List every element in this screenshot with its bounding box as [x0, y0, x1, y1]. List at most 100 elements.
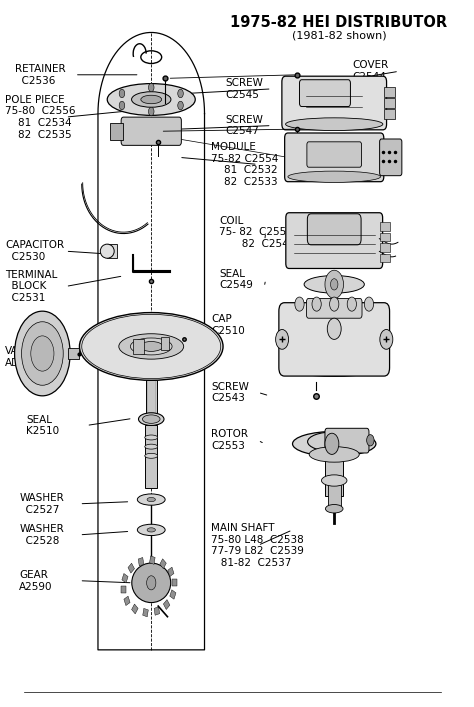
Text: (1981-82 shown): (1981-82 shown)	[292, 30, 386, 40]
Ellipse shape	[141, 95, 162, 104]
Bar	[138, 557, 144, 566]
Bar	[122, 573, 128, 583]
FancyBboxPatch shape	[307, 214, 361, 245]
Ellipse shape	[326, 505, 343, 513]
Ellipse shape	[132, 92, 171, 107]
Text: WASHER
  C2527: WASHER C2527	[19, 493, 64, 515]
Circle shape	[178, 101, 183, 110]
Text: SCREW
C2545: SCREW C2545	[225, 78, 263, 100]
FancyBboxPatch shape	[121, 117, 182, 146]
Circle shape	[327, 318, 341, 339]
Text: COIL
75- 82  C2555
       82  C2546: COIL 75- 82 C2555 82 C2546	[219, 216, 296, 249]
Ellipse shape	[130, 338, 172, 355]
Bar	[380, 233, 390, 241]
Circle shape	[380, 329, 393, 349]
Text: TERMINAL
  BLOCK
  C2531: TERMINAL BLOCK C2531	[5, 270, 58, 303]
Circle shape	[329, 297, 339, 311]
Ellipse shape	[145, 453, 158, 458]
Bar	[160, 559, 166, 568]
Circle shape	[119, 89, 125, 98]
FancyBboxPatch shape	[282, 76, 387, 130]
Ellipse shape	[308, 432, 361, 452]
Circle shape	[347, 297, 356, 311]
Ellipse shape	[82, 315, 221, 378]
Bar	[146, 380, 157, 424]
Circle shape	[330, 279, 338, 290]
Ellipse shape	[138, 413, 164, 426]
Ellipse shape	[292, 431, 376, 456]
Text: SCREW
C2547: SCREW C2547	[225, 115, 263, 136]
Text: 1975-82 HEI DISTRIBUTOR: 1975-82 HEI DISTRIBUTOR	[230, 15, 447, 30]
FancyBboxPatch shape	[380, 139, 402, 175]
Ellipse shape	[309, 447, 359, 462]
Ellipse shape	[147, 498, 155, 502]
FancyBboxPatch shape	[325, 428, 369, 453]
Circle shape	[365, 297, 374, 311]
Ellipse shape	[145, 435, 158, 440]
Ellipse shape	[321, 475, 347, 486]
Circle shape	[119, 101, 125, 110]
Bar	[109, 123, 123, 140]
Ellipse shape	[137, 525, 165, 535]
FancyBboxPatch shape	[306, 298, 362, 318]
Text: MAIN SHAFT
75-80 L48  C2538
77-79 L82  C2539
   81-82  C2537: MAIN SHAFT 75-80 L48 C2538 77-79 L82 C25…	[211, 523, 304, 568]
Text: RETAINER
  C2536: RETAINER C2536	[15, 64, 65, 86]
Bar	[68, 348, 80, 359]
Bar	[133, 339, 144, 354]
Text: SEAL
C2549: SEAL C2549	[219, 269, 253, 290]
Ellipse shape	[145, 444, 158, 449]
Circle shape	[295, 297, 304, 311]
Circle shape	[325, 270, 344, 298]
Bar	[143, 608, 148, 617]
Ellipse shape	[285, 118, 383, 131]
FancyBboxPatch shape	[286, 213, 383, 269]
Ellipse shape	[284, 358, 384, 376]
Circle shape	[15, 311, 70, 396]
Bar	[170, 590, 176, 600]
Circle shape	[146, 575, 156, 590]
Circle shape	[21, 322, 63, 385]
FancyBboxPatch shape	[300, 80, 350, 107]
Text: SCREW
C2543: SCREW C2543	[211, 382, 249, 403]
Text: POLE PIECE
75-80  C2556
    81  C2534
    82  C2535: POLE PIECE 75-80 C2556 81 C2534 82 C2535	[5, 95, 76, 139]
Ellipse shape	[107, 83, 195, 115]
Text: GEAR
A2590: GEAR A2590	[19, 570, 53, 592]
Ellipse shape	[132, 563, 171, 602]
FancyBboxPatch shape	[307, 142, 362, 168]
Text: WASHER
  C2528: WASHER C2528	[19, 524, 64, 546]
Ellipse shape	[137, 494, 165, 506]
Circle shape	[178, 89, 183, 98]
Ellipse shape	[119, 334, 183, 359]
Ellipse shape	[80, 312, 223, 380]
FancyBboxPatch shape	[285, 133, 384, 182]
Ellipse shape	[100, 244, 114, 258]
Text: SEAL
K2510: SEAL K2510	[26, 415, 59, 436]
Text: COVER
C2544: COVER C2544	[353, 61, 389, 82]
Bar	[384, 88, 395, 98]
Circle shape	[148, 107, 154, 116]
Bar	[384, 98, 395, 108]
Bar	[380, 243, 390, 252]
Bar	[132, 604, 138, 614]
Bar	[325, 442, 344, 496]
Ellipse shape	[288, 171, 381, 182]
Bar	[384, 109, 395, 119]
Bar	[172, 579, 177, 586]
Bar	[168, 567, 174, 576]
Bar	[161, 337, 169, 350]
Text: CAP
C2510: CAP C2510	[211, 315, 245, 336]
Bar	[150, 556, 155, 564]
Circle shape	[148, 83, 154, 92]
Bar	[121, 586, 126, 593]
Ellipse shape	[304, 276, 365, 293]
Bar	[145, 426, 157, 488]
Circle shape	[275, 329, 289, 349]
Bar	[107, 244, 117, 258]
Bar	[380, 222, 390, 230]
Bar	[154, 607, 160, 615]
Circle shape	[312, 297, 321, 311]
Bar	[328, 481, 341, 509]
FancyBboxPatch shape	[279, 303, 390, 376]
Ellipse shape	[147, 528, 155, 532]
Text: CAPACITOR
  C2530: CAPACITOR C2530	[5, 240, 64, 262]
